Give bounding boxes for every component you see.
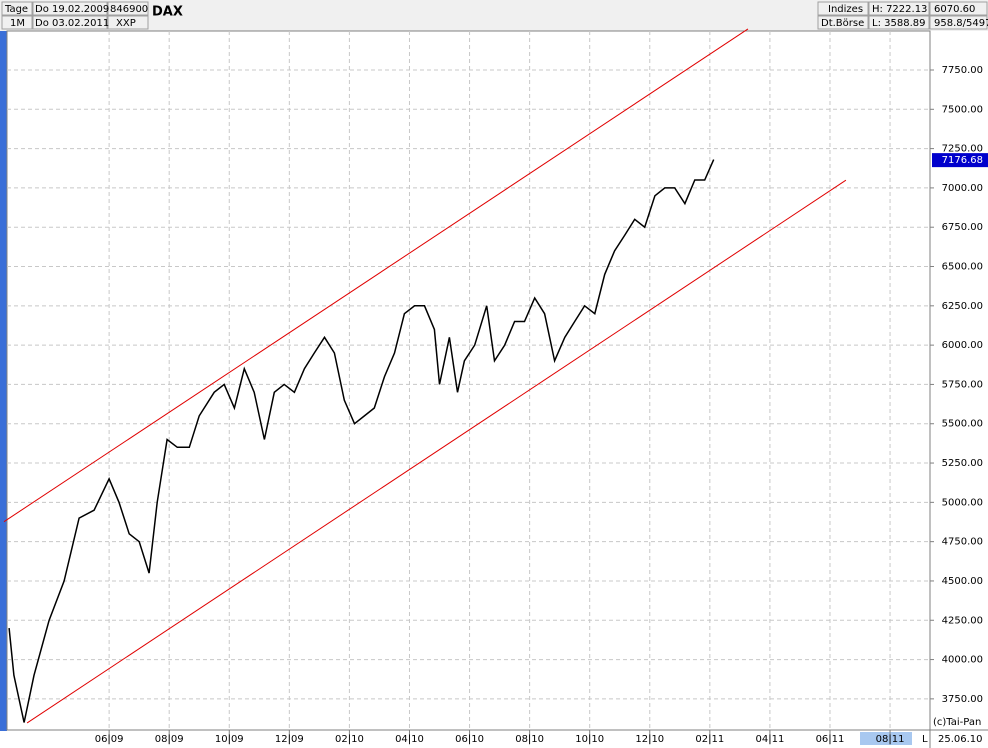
header-text: 958.8/5497	[934, 18, 988, 29]
x-tick-label: 06|11	[816, 734, 845, 745]
y-tick-label: 7750.00	[942, 65, 983, 76]
x-tick-label: 08|10	[515, 734, 544, 745]
y-tick-label: 6000.00	[942, 340, 983, 351]
y-tick-label: 7000.00	[942, 183, 983, 194]
copyright: (c)Tai-Pan	[933, 717, 981, 728]
y-tick-label: 4250.00	[942, 615, 983, 626]
header-text: 1M	[10, 18, 25, 29]
y-tick-label: 3750.00	[942, 694, 983, 705]
y-tick-label: 7250.00	[942, 144, 983, 155]
y-tick-label: 4750.00	[942, 537, 983, 548]
x-highlight	[860, 732, 912, 745]
header-text: Dt.Börse	[821, 18, 864, 29]
header-text: L: 3588.89	[872, 18, 925, 29]
header-text: Tage	[4, 4, 28, 15]
y-tick-label: 6750.00	[942, 222, 983, 233]
header-cells	[1, 1, 988, 30]
left-strip	[0, 31, 7, 731]
x-tick-label: 08|09	[155, 734, 184, 745]
header-text: H: 7222.13	[872, 4, 927, 15]
x-tick-label: 08|11	[876, 734, 905, 745]
y-tick-label: 6250.00	[942, 301, 983, 312]
header-text: Do 03.02.2011	[35, 18, 109, 29]
x-tick-label: 04|10	[395, 734, 424, 745]
y-tick-label: 7500.00	[942, 104, 983, 115]
channel-line	[26, 179, 847, 724]
channel-line	[3, 28, 749, 523]
x-tick-label: 12|10	[635, 734, 664, 745]
x-tick-label: 02|11	[695, 734, 724, 745]
x-tick-label: 12|09	[275, 734, 304, 745]
x-tick-label: 04|11	[755, 734, 784, 745]
header-text: 6070.60	[934, 4, 975, 15]
y-tick-label: 5000.00	[942, 497, 983, 508]
y-tick-label: 4000.00	[942, 655, 983, 666]
footer-date: 25.06.10	[938, 734, 983, 745]
header-text: XXP	[116, 18, 136, 29]
x-tick-label: 10|10	[575, 734, 604, 745]
instrument-name: DAX	[152, 5, 183, 20]
x-tick-label: 06|10	[455, 734, 484, 745]
x-tick-label: 10|09	[215, 734, 244, 745]
y-tick-label: 5500.00	[942, 419, 983, 430]
header-text: Indizes	[828, 4, 863, 15]
x-tick-label: 06|09	[95, 734, 124, 745]
last-value-box	[932, 153, 988, 168]
last-value-label: 7176.68	[942, 155, 983, 166]
header-text: 846900	[110, 4, 148, 15]
y-tick-label: 5250.00	[942, 458, 983, 469]
header-text: Do 19.02.2009	[35, 4, 109, 15]
price-line	[8, 159, 715, 723]
y-tick-label: 4500.00	[942, 576, 983, 587]
y-tick-label: 6500.00	[942, 262, 983, 273]
footer-mode: L	[922, 734, 928, 745]
x-tick-label: 02|10	[335, 734, 364, 745]
y-tick-label: 5750.00	[942, 379, 983, 390]
